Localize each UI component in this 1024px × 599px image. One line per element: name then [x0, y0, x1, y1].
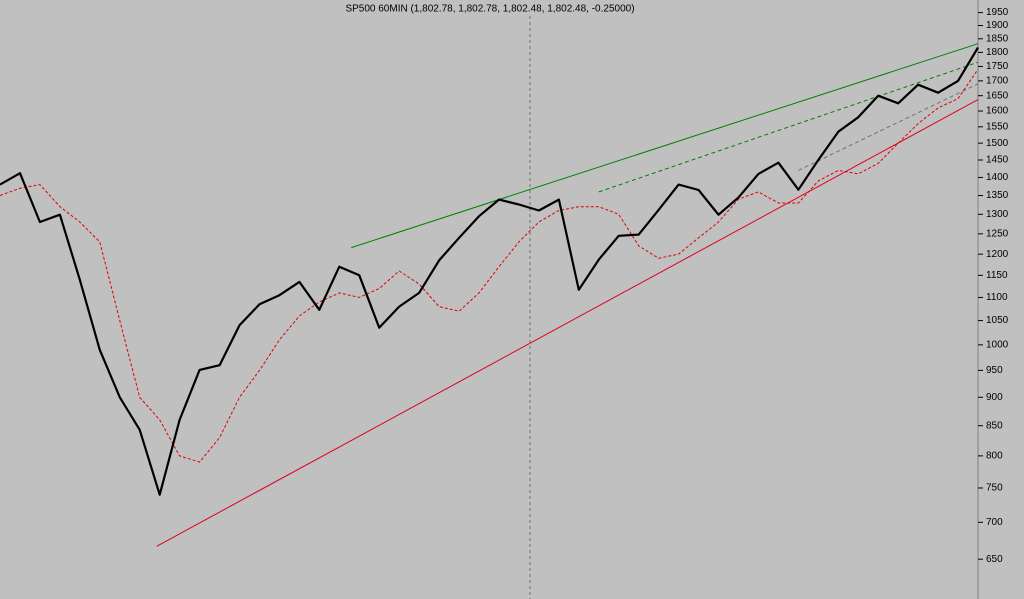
chart-title: SP500 60MIN (1,802.78, 1,802.78, 1,802.4… — [345, 4, 634, 15]
y-tick-label: 1950 — [986, 7, 1009, 18]
y-tick-label: 900 — [986, 392, 1003, 403]
y-tick-label: 1200 — [986, 249, 1009, 260]
price-line — [0, 46, 979, 496]
y-tick-label: 850 — [986, 420, 1003, 431]
y-tick-label: 650 — [986, 554, 1003, 565]
trendline — [351, 43, 979, 249]
y-tick-label: 750 — [986, 483, 1003, 494]
y-tick-label: 1050 — [986, 315, 1009, 326]
trendline — [598, 61, 979, 193]
y-tick-label: 1550 — [986, 121, 1009, 132]
price-line — [0, 69, 979, 463]
y-tick-label: 1100 — [986, 292, 1008, 303]
y-tick-label: 1400 — [986, 172, 1009, 183]
y-tick-label: 1000 — [986, 339, 1009, 350]
y-tick-label: 800 — [986, 451, 1003, 462]
y-tick-label: 1300 — [986, 209, 1009, 220]
y-tick-label: 1700 — [986, 75, 1009, 86]
y-tick-label: 1500 — [986, 138, 1009, 149]
y-tick-label: 1450 — [986, 155, 1009, 166]
y-tick-label: 1350 — [986, 190, 1009, 201]
y-tick-label: 1250 — [986, 228, 1009, 239]
y-tick-label: 1850 — [986, 33, 1009, 44]
y-tick-label: 1750 — [986, 61, 1009, 72]
trendline — [798, 83, 979, 171]
y-tick-label: 1600 — [986, 106, 1009, 117]
y-tick-label: 950 — [986, 365, 1003, 376]
trendline — [156, 99, 979, 547]
y-tick-label: 1800 — [986, 47, 1009, 58]
y-tick-label: 1650 — [986, 90, 1009, 101]
y-tick-label: 1900 — [986, 20, 1009, 31]
y-tick-label: 1150 — [986, 270, 1008, 281]
y-tick-label: 700 — [986, 517, 1003, 528]
